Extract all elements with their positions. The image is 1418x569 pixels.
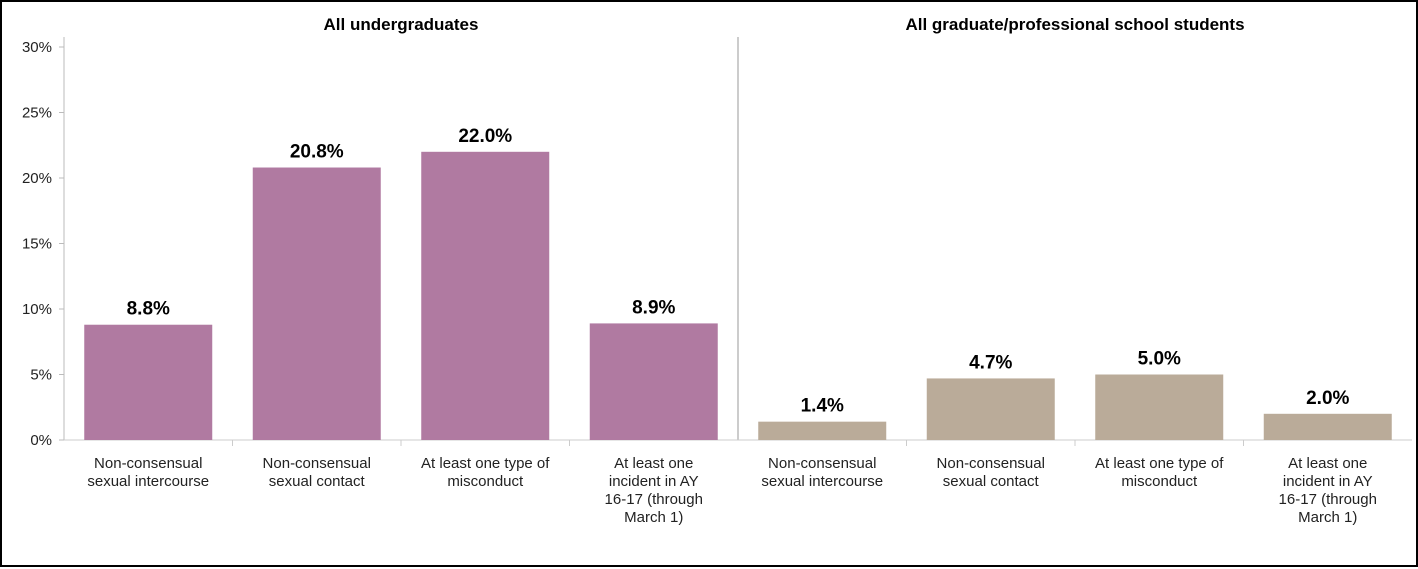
panel-title-2: All graduate/professional school student… (905, 15, 1244, 34)
y-tick-label-0: 0% (30, 432, 52, 449)
data-label-panel2-1: 1.4% (801, 396, 844, 417)
bar-panel1-2 (252, 167, 381, 440)
y-tick-label-30: 30% (22, 39, 52, 56)
y-tick-label-25: 25% (22, 105, 52, 122)
bar-panel1-3 (421, 151, 550, 441)
bar-panel2-2 (926, 378, 1055, 440)
bar-panel2-4 (1263, 413, 1392, 440)
panel-title-1: All undergraduates (324, 15, 479, 34)
bar-panel1-1 (84, 324, 213, 440)
x-category-label-panel2-2: Non-consensual sexual contact (937, 455, 1045, 490)
data-label-panel2-2: 4.7% (969, 352, 1012, 373)
y-tick-label-10: 10% (22, 301, 52, 318)
x-category-label-panel1-3: At least one type of misconduct (421, 455, 550, 490)
x-category-label-panel2-3: At least one type of misconduct (1095, 455, 1224, 490)
data-label-panel1-2: 20.8% (290, 142, 344, 163)
x-category-label-panel2-4: At least one incident in AY 16-17 (through… (1279, 455, 1377, 526)
data-label-panel2-4: 2.0% (1306, 388, 1349, 409)
bar-panel2-1 (758, 421, 887, 440)
x-category-label-panel2-1: Non-consensual sexual intercourse (761, 455, 883, 490)
y-tick-label-20: 20% (22, 170, 52, 187)
y-tick-label-5: 5% (30, 367, 52, 384)
x-category-label-panel1-2: Non-consensual sexual contact (263, 455, 371, 490)
y-tick-label-15: 15% (22, 236, 52, 253)
data-label-panel1-3: 22.0% (458, 126, 512, 147)
data-label-panel1-1: 8.8% (127, 299, 170, 320)
data-label-panel2-3: 5.0% (1138, 349, 1181, 370)
bar-panel1-4 (589, 323, 718, 440)
x-category-label-panel1-4: At least one incident in AY 16-17 (through… (605, 455, 703, 526)
bar-panel2-3 (1095, 374, 1224, 440)
data-label-panel1-4: 8.9% (632, 297, 675, 318)
x-category-label-panel1-1: Non-consensual sexual intercourse (87, 455, 209, 490)
